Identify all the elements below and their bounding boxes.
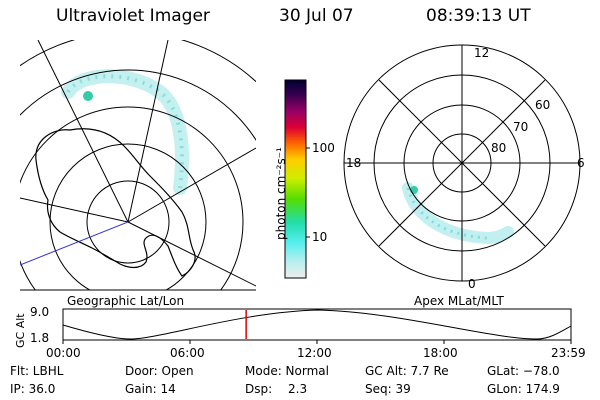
mlat-label-60: 60 <box>535 98 551 112</box>
geographic-grid <box>20 40 256 290</box>
timeline-axis-label: GC Alt <box>14 313 27 348</box>
mlt-label-right: 6 <box>577 156 585 170</box>
mlt-label-bottom: 0 <box>468 277 476 291</box>
timeline-ytick-min: 1.8 <box>30 331 50 345</box>
timeline-xtick-2359: 23:59 <box>551 346 586 360</box>
dsp-value: 2.3 <box>288 382 308 396</box>
mlt-label-top: 12 <box>474 46 490 60</box>
dsp-label: Dsp: <box>245 382 273 396</box>
observation-time: 08:39:13 UT <box>426 6 531 26</box>
gain-status: Gain: 14 <box>125 382 176 396</box>
mlat-label-80: 80 <box>491 141 507 155</box>
mlat-label-70: 70 <box>513 120 529 134</box>
filter-status: Flt: LBHL <box>10 364 64 378</box>
right-panel-caption: Apex MLat/MLT <box>414 294 504 308</box>
gc-alt-status: GC Alt: 7.7 Re <box>365 364 449 378</box>
instrument-title: Ultraviolet Imager <box>56 6 210 26</box>
mode-status: Mode: Normal <box>245 364 329 378</box>
timeline-ytick-max: 9.0 <box>30 305 50 319</box>
seq-status: Seq: 39 <box>365 382 411 396</box>
colorbar-tick-10: 10 <box>312 230 328 244</box>
glat-status: GLat: −78.0 <box>487 364 560 378</box>
glon-status: GLon: 174.9 <box>487 382 560 396</box>
left-panel-caption: Geographic Lat/Lon <box>67 294 185 308</box>
door-status: Door: Open <box>125 364 194 378</box>
timeline-xtick-1200: 12:00 <box>297 346 332 360</box>
ip-status: IP: 36.0 <box>10 382 56 396</box>
colorbar-tick-100: 100 <box>312 141 335 155</box>
timeline-xtick-0600: 06:00 <box>170 346 205 360</box>
mlt-label-left: 18 <box>346 156 362 170</box>
timeline-xtick-1800: 18:00 <box>423 346 458 360</box>
observation-date: 30 Jul 07 <box>279 6 354 26</box>
timeline-xtick-0000: 00:00 <box>46 346 81 360</box>
